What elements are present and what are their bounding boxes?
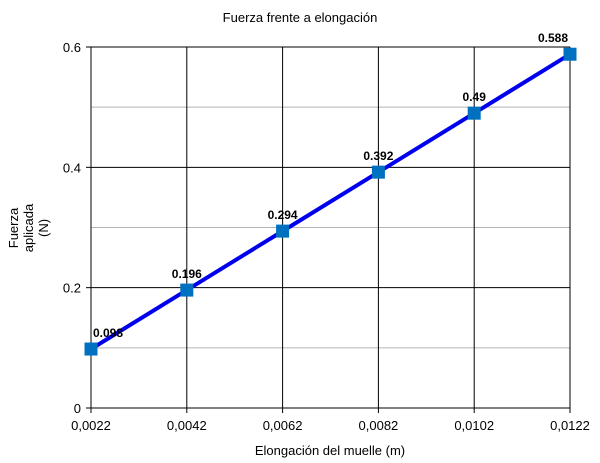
data-point-marker <box>276 224 290 238</box>
data-label: 0.196 <box>172 267 202 281</box>
data-labels: 0.098 0.196 0.294 0.392 0.49 0.588 <box>93 31 568 340</box>
y-axis-label: Fuerza aplicada (N) <box>6 203 51 252</box>
data-label: 0.49 <box>463 90 487 104</box>
data-point-marker <box>371 165 385 179</box>
y-axis-label-line-3: (N) <box>36 219 51 237</box>
grid <box>91 46 571 408</box>
data-point-marker <box>180 283 194 297</box>
y-tick-label: 0 <box>74 401 81 416</box>
x-tick-label: 0,0042 <box>167 418 207 433</box>
x-axis-label: Elongación del muelle (m) <box>255 443 405 458</box>
data-label: 0.098 <box>93 326 123 340</box>
x-tick-label: 0,0122 <box>550 418 590 433</box>
x-tick-label: 0,0022 <box>71 418 111 433</box>
axes <box>86 46 571 413</box>
series-fuerza <box>84 47 577 356</box>
data-point-marker <box>84 342 98 356</box>
x-tick-label: 0,0062 <box>263 418 303 433</box>
y-tick-labels: 0 0.2 0.4 0.6 <box>63 40 81 416</box>
data-label: 0.294 <box>268 208 298 222</box>
series-line <box>89 52 572 351</box>
y-axis-label-line-1: Fuerza <box>6 207 21 248</box>
y-tick-label: 0.4 <box>63 160 81 175</box>
data-label: 0.392 <box>363 149 393 163</box>
data-label: 0.588 <box>538 31 568 45</box>
chart-title: Fuerza frente a elongación <box>223 10 378 25</box>
y-tick-label: 0.2 <box>63 281 81 296</box>
y-tick-label: 0.6 <box>63 40 81 55</box>
x-tick-label: 0,0082 <box>359 418 399 433</box>
data-point-marker <box>467 106 481 120</box>
x-tick-label: 0,0102 <box>454 418 494 433</box>
y-axis-label-line-2: aplicada <box>21 203 36 252</box>
data-point-marker <box>563 47 577 61</box>
x-tick-labels: 0,0022 0,0042 0,0062 0,0082 0,0102 0,0122 <box>71 418 590 433</box>
